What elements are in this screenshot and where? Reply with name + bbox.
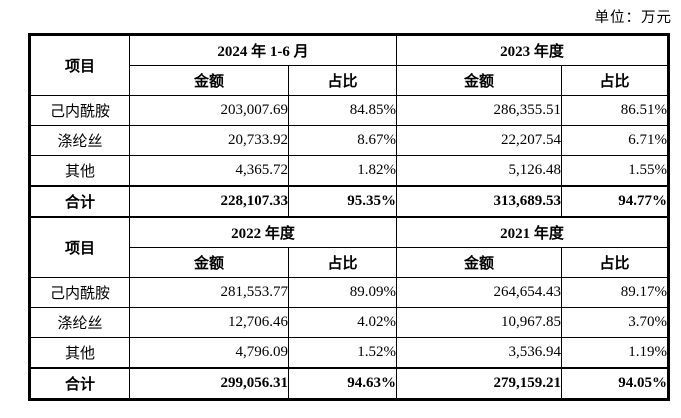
cell-share: 1.55% [560, 155, 670, 187]
cell-amount-total: 279,159.21 [396, 367, 562, 401]
table-row-total-block2: 合计 299,056.31 94.63% 279,159.21 94.05% [29, 367, 670, 401]
revenue-composition-table: 项目 2024 年 1-6 月 2023 年度 金额 占比 金额 占比 己内酰胺… [28, 33, 671, 401]
column-header-share-2024h1: 占比 [288, 65, 397, 96]
cell-amount-total: 313,689.53 [396, 185, 562, 218]
cell-amount: 20,733.92 [129, 125, 289, 156]
table-row-caprolactam-block1: 己内酰胺 203,007.69 84.85% 286,355.51 86.51% [29, 95, 670, 126]
cell-share: 3.70% [560, 307, 670, 338]
cell-amount: 10,967.85 [396, 307, 562, 338]
period-header-2023: 2023 年度 [395, 34, 670, 66]
column-header-share-2022: 占比 [288, 247, 397, 278]
row-label: 涤纶丝 [29, 307, 130, 338]
column-header-amount-2024h1: 金额 [129, 65, 289, 96]
row-label-total: 合计 [29, 367, 130, 401]
column-header-item-block1: 项目 [29, 34, 130, 96]
table-row-total-block1: 合计 228,107.33 95.35% 313,689.53 94.77% [29, 185, 670, 218]
unit-label: 单位：万元 [594, 10, 672, 26]
cell-share: 89.09% [288, 277, 397, 308]
column-header-amount-2021: 金额 [396, 247, 562, 278]
cell-amount-total: 228,107.33 [129, 185, 289, 218]
period-header-2021: 2021 年度 [395, 216, 670, 248]
header-row-measures-block1: 金额 占比 金额 占比 [30, 65, 670, 96]
header-row-periods-block2: 项目 2022 年度 2021 年度 [29, 216, 670, 278]
cell-share-total: 94.05% [560, 367, 670, 401]
cell-share: 1.19% [560, 337, 670, 369]
cell-share-total: 95.35% [288, 185, 397, 218]
cell-share: 86.51% [560, 95, 670, 126]
cell-share: 6.71% [560, 125, 670, 156]
cell-share: 1.52% [288, 337, 397, 369]
cell-share: 4.02% [288, 307, 397, 338]
column-header-amount-2023: 金额 [396, 65, 562, 96]
column-header-share-2023: 占比 [560, 65, 670, 96]
table-row-other-block1: 其他 4,365.72 1.82% 5,126.48 1.55% [29, 155, 670, 187]
period-header-2022: 2022 年度 [129, 216, 397, 248]
header-row-measures-block2: 金额 占比 金额 占比 [30, 247, 670, 278]
cell-amount: 22,207.54 [396, 125, 562, 156]
cell-amount: 3,536.94 [396, 337, 562, 369]
cell-amount: 264,654.43 [396, 277, 562, 308]
cell-amount: 12,706.46 [129, 307, 289, 338]
cell-share: 8.67% [288, 125, 397, 156]
row-label: 己内酰胺 [29, 95, 130, 126]
cell-amount: 5,126.48 [396, 155, 562, 187]
cell-amount-total: 299,056.31 [129, 367, 289, 401]
cell-share-total: 94.63% [288, 367, 397, 401]
cell-amount: 281,553.77 [129, 277, 289, 308]
row-label: 其他 [29, 337, 130, 369]
cell-amount: 203,007.69 [129, 95, 289, 126]
cell-amount: 286,355.51 [396, 95, 562, 126]
row-label: 涤纶丝 [29, 125, 130, 156]
cell-share-total: 94.77% [560, 185, 670, 218]
period-header-2024h1: 2024 年 1-6 月 [129, 34, 397, 66]
header-row-periods-block1: 项目 2024 年 1-6 月 2023 年度 [29, 34, 670, 96]
column-header-amount-2022: 金额 [129, 247, 289, 278]
column-header-item-block2: 项目 [29, 216, 130, 278]
cell-share: 84.85% [288, 95, 397, 126]
table-row-other-block2: 其他 4,796.09 1.52% 3,536.94 1.19% [29, 337, 670, 369]
row-label-total: 合计 [29, 185, 130, 218]
table-row-caprolactam-block2: 己内酰胺 281,553.77 89.09% 264,654.43 89.17% [29, 277, 670, 308]
table-row-polyester-block1: 涤纶丝 20,733.92 8.67% 22,207.54 6.71% [29, 125, 670, 156]
column-header-share-2021: 占比 [560, 247, 670, 278]
cell-amount: 4,796.09 [129, 337, 289, 369]
cell-share: 1.82% [288, 155, 397, 187]
row-label: 己内酰胺 [29, 277, 130, 308]
table-row-polyester-block2: 涤纶丝 12,706.46 4.02% 10,967.85 3.70% [29, 307, 670, 338]
cell-amount: 4,365.72 [129, 155, 289, 187]
cell-share: 89.17% [560, 277, 670, 308]
row-label: 其他 [29, 155, 130, 187]
